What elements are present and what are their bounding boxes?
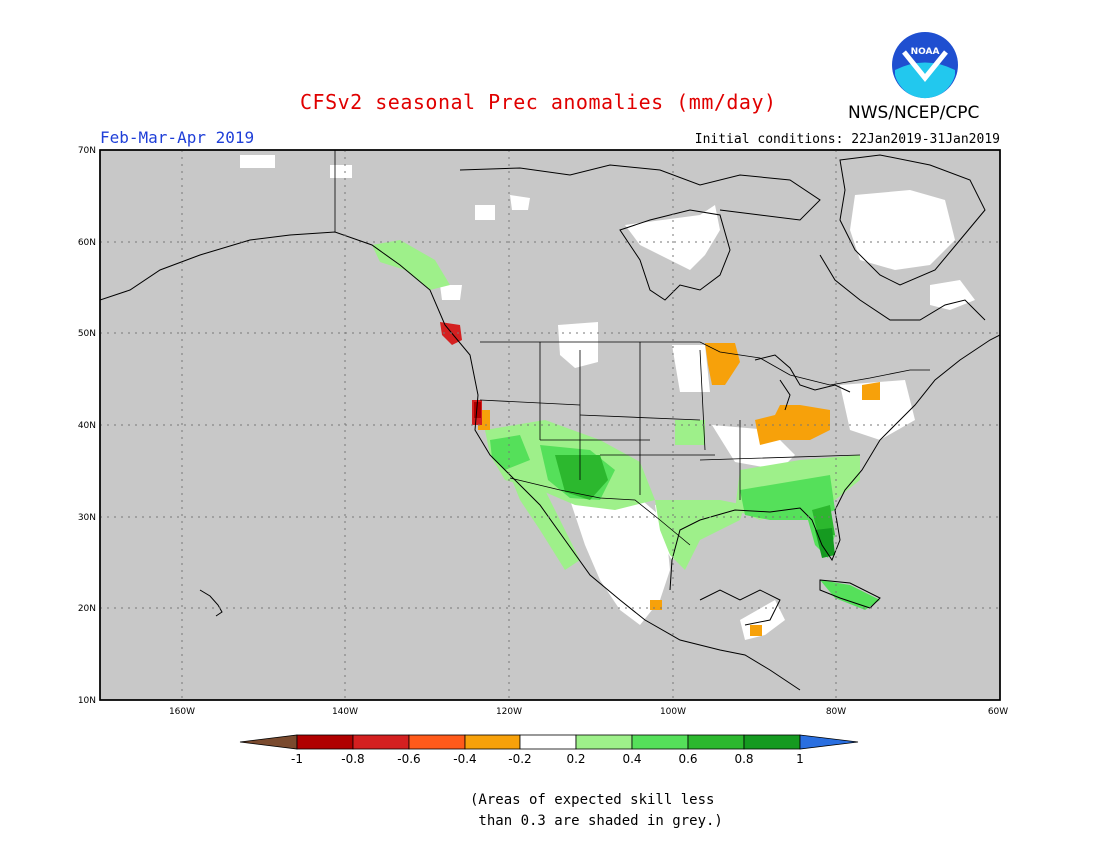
green-patch-north-florida <box>812 505 835 535</box>
border-states-ew <box>479 399 861 461</box>
coastline-great-lakes <box>754 354 851 411</box>
coastline-west <box>100 231 801 691</box>
colorbar-seg-6 <box>575 734 633 750</box>
colorbar-seg-0 <box>239 734 298 750</box>
colorbar-seg-10 <box>799 734 859 750</box>
darkred-patch-oregon-coast <box>474 402 481 418</box>
colorbar-label-5: 0.2 <box>566 752 585 766</box>
footnote-line-1: (Areas of expected skill less <box>470 792 715 808</box>
lon-label-80: 80W <box>826 707 846 717</box>
coastline-greenland <box>839 154 986 286</box>
lon-label-140: 140W <box>332 707 358 717</box>
coastline-yucatan <box>699 589 781 626</box>
white-patch-montana <box>558 322 598 368</box>
colorbar-seg-8 <box>687 734 745 750</box>
green-patch-kansas <box>675 420 705 445</box>
green-patch-alaska-panhandle <box>372 240 450 290</box>
forecast-period: Feb-Mar-Apr 2019 <box>100 128 255 147</box>
green-patch-south-florida <box>815 528 835 558</box>
colorbar-seg-3 <box>408 734 466 750</box>
orange-patch-ohio <box>755 405 830 445</box>
border-us-mexico <box>509 477 691 546</box>
white-patch-alaska-coast <box>440 285 462 300</box>
coastline-gulf <box>669 334 1000 591</box>
colorbar-label-1: -0.8 <box>341 752 364 766</box>
white-patch-pacific <box>240 155 352 178</box>
colorbar <box>239 734 859 750</box>
colorbar-seg-2 <box>352 734 410 750</box>
skill-footnote: (Areas of expected skill less than 0.3 a… <box>470 790 723 832</box>
lon-label-120: 120W <box>496 707 522 717</box>
anomaly-shading <box>100 150 1000 691</box>
white-patch-hudson-bay <box>625 205 720 270</box>
colorbar-label-9: 1 <box>796 752 804 766</box>
logo-gull <box>902 50 948 82</box>
lat-label-20: 20N <box>78 604 96 614</box>
initial-conditions: Initial conditions: 22Jan2019-31Jan2019 <box>694 132 1000 147</box>
coastline-labrador <box>819 254 986 321</box>
lon-label-100: 100W <box>660 707 686 717</box>
footnote-line-2: than 0.3 are shaded in grey.) <box>470 813 723 829</box>
white-patch-labrador <box>930 280 975 310</box>
colorbar-seg-5 <box>519 734 577 750</box>
colorbar-seg-7 <box>631 734 689 750</box>
lon-label-60: 60W <box>988 707 1008 717</box>
border-us-canada <box>480 341 930 386</box>
colorbar-label-7: 0.6 <box>678 752 697 766</box>
logo-text: NOAA <box>911 47 940 57</box>
lat-label-10: 10N <box>78 696 96 706</box>
green-patch-california <box>490 435 530 470</box>
lat-label-60: 60N <box>78 238 96 248</box>
lat-label-40: 40N <box>78 421 96 431</box>
graticule <box>100 150 1000 700</box>
colorbar-label-4: -0.2 <box>508 752 531 766</box>
orange-patch-mexico-south <box>650 600 762 636</box>
political-borders <box>334 150 930 546</box>
agency-label: NWS/NCEP/CPC <box>848 103 980 123</box>
green-patch-four-corners <box>555 455 608 500</box>
colorbar-seg-4 <box>464 734 521 750</box>
green-patch-baja <box>510 475 580 570</box>
green-patch-cuba <box>820 580 880 610</box>
green-patch-texas <box>655 500 745 570</box>
lon-label-160: 160W <box>169 707 195 717</box>
coastline-arctic-islands <box>459 164 821 221</box>
orange-patch-new-york <box>862 382 880 400</box>
map-title: CFSv2 seasonal Prec anomalies (mm/day) <box>300 90 777 114</box>
colorbar-label-3: -0.4 <box>453 752 476 766</box>
colorbar-label-8: 0.8 <box>734 752 753 766</box>
map-border <box>99 149 1001 701</box>
lat-label-30: 30N <box>78 513 96 523</box>
white-patch-mexico <box>570 490 670 625</box>
noaa-logo: NOAA <box>892 32 958 99</box>
coastline-hawaii <box>199 589 223 617</box>
colorbar-seg-9 <box>743 734 801 750</box>
coastline-hudson-bay <box>619 209 731 301</box>
colorbar-label-6: 0.4 <box>622 752 641 766</box>
white-patch-greenland-south <box>850 190 955 270</box>
white-patch-north-canada <box>475 195 530 220</box>
lat-label-70: 70N <box>78 146 96 156</box>
lat-label-50: 50N <box>78 329 96 339</box>
colorbar-label-0: -1 <box>291 752 303 766</box>
colorbar-label-2: -0.6 <box>397 752 420 766</box>
colorbar-seg-1 <box>296 734 354 750</box>
coastlines <box>100 154 1000 691</box>
white-patch-northeast <box>840 380 915 440</box>
